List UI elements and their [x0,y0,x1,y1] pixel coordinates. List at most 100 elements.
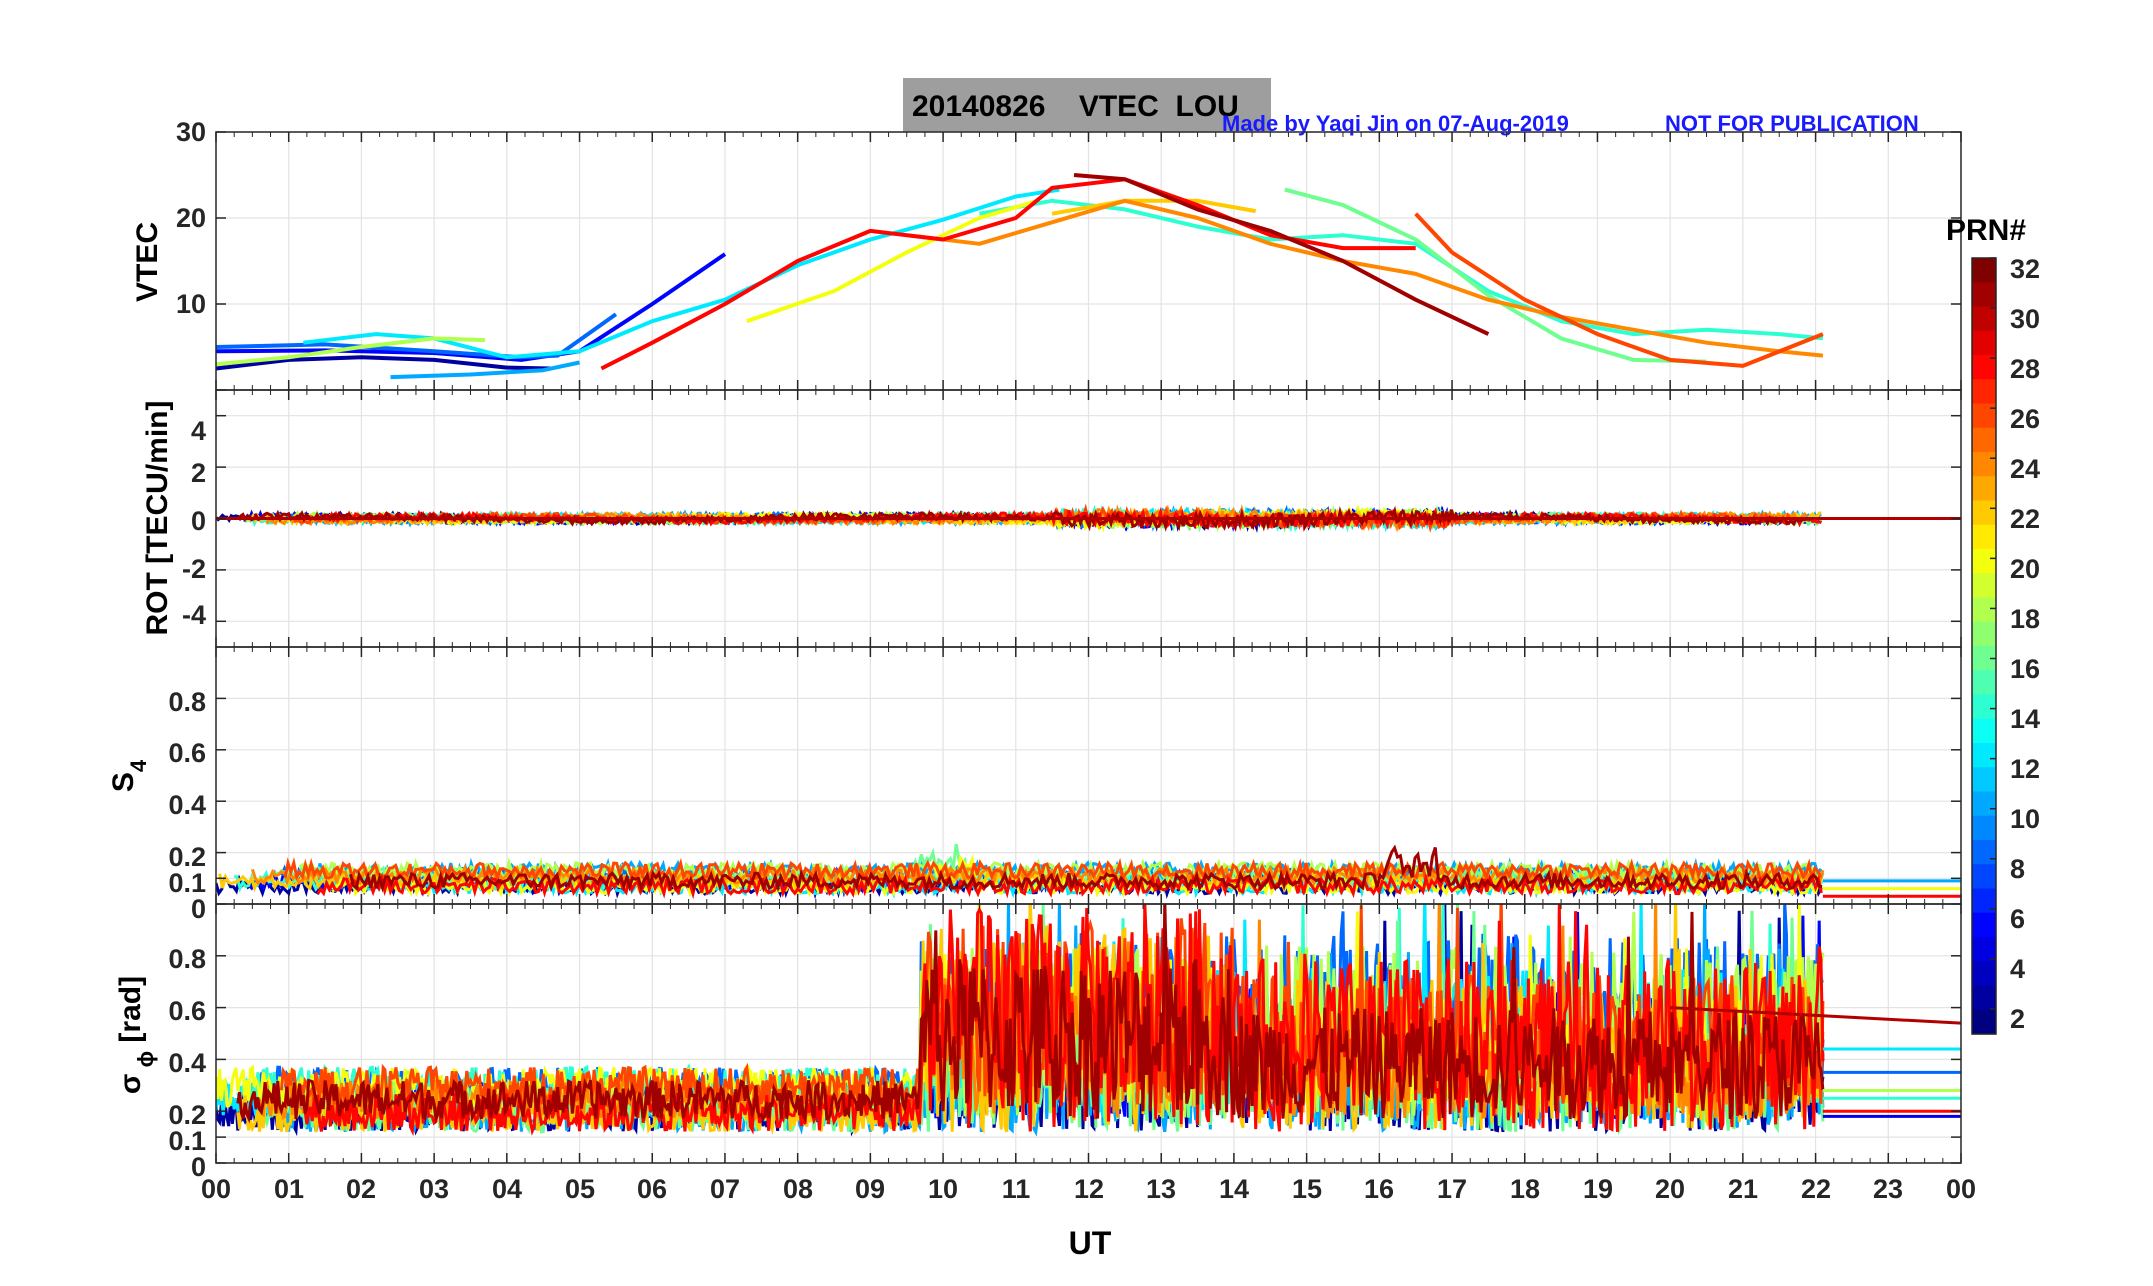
rot-ylabel: ROT [TECU/min] [141,401,174,636]
vtec-line-prn-12 [303,187,1060,360]
colorbar-cell [1972,864,1996,890]
x-tick: 15 [1292,1174,1322,1204]
x-tick: 06 [637,1174,667,1204]
x-tick: 22 [1801,1174,1831,1204]
s4-ytick: 0 [191,894,206,924]
sigma-ytick: 0.1 [168,1126,206,1156]
sigma-ytick: 0.4 [168,1048,206,1078]
rot-ytick: -2 [182,554,206,584]
colorbar-cell [1972,621,1996,647]
vtec-line-prn-31 [1073,173,1490,336]
x-tick: 19 [1583,1174,1613,1204]
colorbar-cell [1972,379,1996,405]
sigma-ytick: 0.6 [168,996,206,1026]
colorbar-cell [1972,985,1996,1011]
colorbar-tick: 6 [2010,904,2025,934]
rot-series [216,503,1961,533]
s4-line-prn-31 [349,844,1823,894]
colorbar-cell [1972,767,1996,793]
vtec-ytick: 10 [176,289,206,319]
colorbar-cell [1972,282,1996,308]
colorbar-tick: 2 [2010,1004,2025,1034]
vtec-series [216,173,1824,380]
sigma-line-prn-31 [236,904,1825,1124]
x-tick: 20 [1655,1174,1685,1204]
sigma-ytick: 0 [191,1152,206,1182]
vtec-ytick: 20 [176,203,206,233]
colorbar-cell [1972,306,1996,332]
s4-ytick: 0.6 [168,738,206,768]
colorbar-tick: 22 [2010,504,2040,534]
vtec-line-prn-26 [1414,212,1824,368]
colorbar-cell [1972,549,1996,574]
vtec-line-prn-24 [906,198,1824,358]
prn-colorbar [1971,257,1997,1035]
s4-ylabel: S4 [107,759,151,792]
colorbar-tick: 10 [2010,804,2040,834]
vtec-line-prn-8 [216,312,618,360]
x-tick: 00 [1946,1174,1976,1204]
colorbar-cell [1972,791,1996,817]
x-tick: 21 [1728,1174,1758,1204]
colorbar-cell [1972,694,1996,720]
x-tick: 03 [419,1174,449,1204]
colorbar-cell [1972,718,1996,744]
colorbar-ticks: 2 4 6 8 10 12 14 16 18 20 22 24 26 28 30… [2010,254,2040,1034]
sigma-ytick: 0.2 [168,1100,206,1130]
colorbar-cell [1972,330,1996,356]
colorbar-tick: 26 [2010,404,2040,434]
x-tick: 11 [1002,1174,1031,1204]
x-tick-labels: 00 01 02 03 04 05 06 07 08 09 10 11 12 1… [201,1174,1976,1204]
x-tick: 16 [1364,1174,1394,1204]
colorbar-cell [1972,258,1996,283]
title-box [903,78,1271,132]
x-tick: 14 [1219,1174,1249,1204]
colorbar-tick: 14 [2010,704,2040,734]
colorbar-tick: 28 [2010,354,2040,384]
vtec-line-prn-2 [216,355,551,371]
colorbar-cell [1972,888,1996,914]
rot-ytick: 0 [191,506,206,536]
x-tick: 00 [201,1174,231,1204]
x-tick: 13 [1146,1174,1176,1204]
colorbar-cell [1972,1009,1996,1035]
colorbar-cell [1972,452,1996,477]
colorbar-cell [1972,961,1996,987]
axes-frames [215,131,1962,1164]
colorbar-tick: 32 [2010,254,2040,284]
vtec-line-prn-16 [1284,187,1707,364]
colorbar-tick: 18 [2010,604,2040,634]
x-tick: 05 [565,1174,595,1204]
s4-ytick: 0.4 [168,790,206,820]
colorbar-tick: 4 [2010,954,2025,984]
colorbar-cell [1972,937,1996,962]
sigma-phi-series [216,904,1961,1137]
colorbar-tick: 12 [2010,754,2040,784]
s4-yticks: 0.8 0.6 0.4 0.2 0.1 0 [168,687,206,924]
colorbar-cell [1972,815,1996,841]
sigma-ytick: 0.8 [168,944,206,974]
x-tick: 04 [492,1174,522,1204]
sigma-trend-line [1670,1006,1961,1025]
colorbar-frame [1971,257,1997,1035]
vtec-ylabel: VTEC [131,222,164,302]
colorbar-cell [1972,743,1996,768]
vtec-yticks: 10 20 30 [176,117,206,319]
s4-ytick: 0.1 [168,868,206,898]
colorbar-cell [1972,912,1996,938]
colorbar-cell [1972,840,1996,865]
x-tick: 02 [346,1174,376,1204]
vtec-ytick: 30 [176,117,206,147]
vtec-line-prn-14 [979,198,1824,341]
x-tick: 01 [274,1174,304,1204]
colorbar-cell [1972,403,1996,429]
x-tick: 17 [1437,1174,1467,1204]
colorbar-tick: 16 [2010,654,2040,684]
x-axis-label: UT [1069,1225,1112,1261]
colorbar-label: PRN# [1946,214,2026,247]
colorbar-tick: 20 [2010,554,2040,584]
colorbar-cell [1972,427,1996,453]
vtec-line-prn-20 [746,198,1039,324]
x-tick: 12 [1074,1174,1104,1204]
